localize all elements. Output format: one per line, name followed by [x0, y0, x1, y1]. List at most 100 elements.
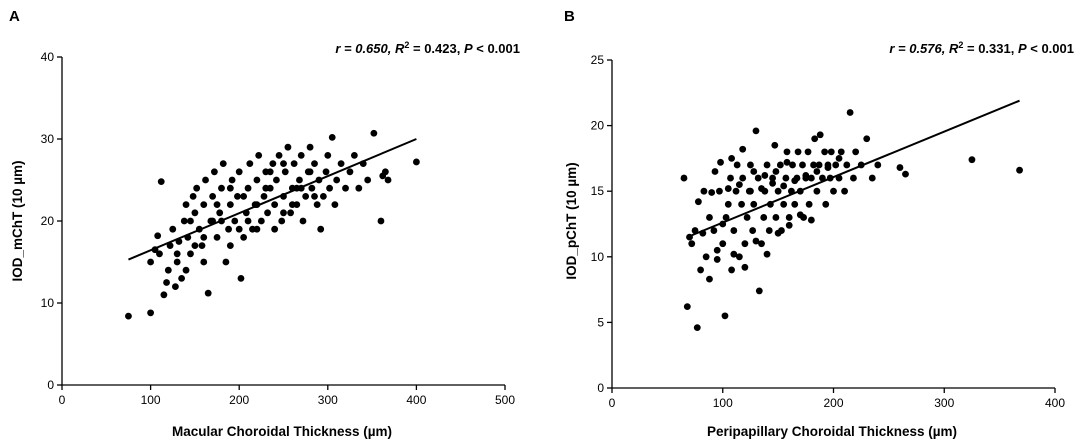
panel-a-data-point — [200, 258, 208, 266]
panel-b-data-point — [874, 161, 882, 169]
panel-b-data-point — [728, 266, 736, 274]
panel-a-x-tick-label: 400 — [406, 393, 426, 407]
panel-b-data-point — [807, 216, 815, 224]
panel-b-data-point — [783, 148, 791, 156]
panel-a-data-point — [246, 160, 254, 168]
panel-a-data-point — [260, 193, 268, 200]
panel-b-data-point — [761, 172, 769, 179]
panel-b-data-point — [683, 303, 691, 311]
panel-b-data-point — [700, 187, 708, 195]
panel-a-data-point — [193, 184, 201, 192]
panel-b-data-point — [785, 221, 793, 229]
panel-a-data-point — [296, 176, 303, 184]
panel-b-regression-line — [686, 99, 1020, 239]
panel-b-data-point — [724, 200, 732, 208]
panel-b-stat-r2: R — [949, 41, 959, 56]
panel-a-data-point — [281, 168, 289, 176]
panel-b-data-point — [822, 200, 830, 208]
panel-a-stat-r2: R — [395, 41, 405, 56]
panel-b-data-point — [702, 253, 710, 261]
panel-a-data-point — [182, 266, 190, 274]
panel-b-data-point — [789, 161, 796, 169]
panel-a-data-point — [328, 133, 336, 141]
panel-a-x-tick-label: 500 — [495, 393, 515, 407]
panel-b-data-point — [772, 168, 780, 175]
panel-a-data-point — [187, 250, 194, 258]
panel-b-data-point — [816, 131, 824, 139]
panel-b-data-point — [741, 263, 749, 271]
panel-a-data-point — [311, 193, 318, 200]
panel-b-data-point — [724, 185, 732, 192]
panel-b-y-tick-label: 10 — [591, 250, 605, 264]
panel-a-data-point — [187, 217, 194, 225]
panel-b-data-point — [815, 161, 823, 169]
panel-a-data-point — [173, 250, 181, 258]
panel-b-data-point — [735, 181, 743, 189]
panel-b-data-point — [813, 187, 821, 195]
panel-b-data-point — [771, 141, 779, 149]
panel-b-data-point — [804, 148, 812, 156]
panel-b-data-point — [807, 174, 815, 182]
panel-b-data-point — [721, 312, 729, 320]
panel-a-data-point — [226, 242, 234, 250]
panel-b-data-point — [760, 214, 768, 221]
panel-b-letter: B — [564, 8, 575, 25]
panel-b-data-point — [697, 266, 704, 274]
panel-b-data-point — [732, 187, 740, 195]
panel-a-x-tick-label: 100 — [141, 393, 161, 407]
panel-b-data-point — [774, 229, 782, 237]
panel-b-data-point — [694, 198, 702, 206]
panel-a-data-point — [342, 184, 349, 192]
panel-a-data-point — [306, 143, 314, 151]
panel-a-data-point — [226, 184, 234, 192]
panel-b-data-point — [706, 214, 713, 221]
panel-a-data-point — [160, 291, 168, 299]
panel-a-data-point — [244, 217, 252, 225]
panel-b-data-point — [727, 174, 734, 182]
panel-b-data-point — [824, 164, 832, 171]
panel-a-data-point — [198, 242, 206, 250]
panel-a-data-point — [210, 168, 218, 176]
panel-a-data-point — [317, 225, 325, 233]
panel-a-data-point — [288, 201, 296, 209]
panel-a-data-point — [290, 160, 298, 168]
panel-a-data-point — [218, 184, 225, 192]
panel-a-y-tick-label: 30 — [41, 132, 55, 146]
panel-a-data-point — [350, 152, 358, 159]
panel-b-data-point — [852, 148, 860, 156]
panel-a-x-tick-label: 200 — [229, 393, 249, 407]
panel-a-data-point — [331, 201, 339, 209]
panel-b-x-tick-label: 400 — [1045, 396, 1065, 410]
panel-b-x-tick-label: 300 — [934, 396, 954, 410]
panel-a-regression-line — [128, 138, 417, 261]
panel-a-data-point — [156, 250, 163, 258]
panel-a-data-point — [163, 279, 170, 286]
panel-a-data-point — [269, 160, 277, 168]
panel-b-y-tick-label: 20 — [591, 119, 605, 133]
panel-a-data-point — [381, 168, 389, 176]
panel-a-data-point — [311, 160, 318, 168]
panel-a-data-point — [226, 201, 234, 209]
panel-a-data-point — [125, 312, 132, 320]
panel-a-data-point — [319, 193, 327, 200]
panel-b-data-point — [968, 156, 976, 164]
panel-a-data-point — [326, 184, 333, 192]
panel-b-stat-r2-value: = 0.331, — [963, 41, 1018, 56]
panel-a-data-point — [278, 217, 286, 225]
panel-b-data-point — [752, 127, 760, 135]
panel-a-data-point — [216, 209, 224, 217]
panel-b-data-point — [717, 158, 724, 166]
panel-a-data-point — [240, 234, 248, 241]
panel-b-data-point — [835, 155, 843, 162]
panel-a-data-point — [364, 176, 372, 184]
panel-a-data-point — [235, 225, 243, 233]
panel-a-data-point — [413, 158, 420, 166]
panel-a-data-point — [271, 201, 279, 209]
panel-b-data-point — [780, 182, 788, 190]
panel-b-x-tick-label: 0 — [609, 396, 616, 410]
panel-b-data-point — [752, 237, 760, 245]
panel-a-stat-r2-value: = 0.423, — [409, 41, 464, 56]
panel-b-data-point — [799, 161, 806, 169]
panel-b-data-point — [708, 189, 716, 196]
